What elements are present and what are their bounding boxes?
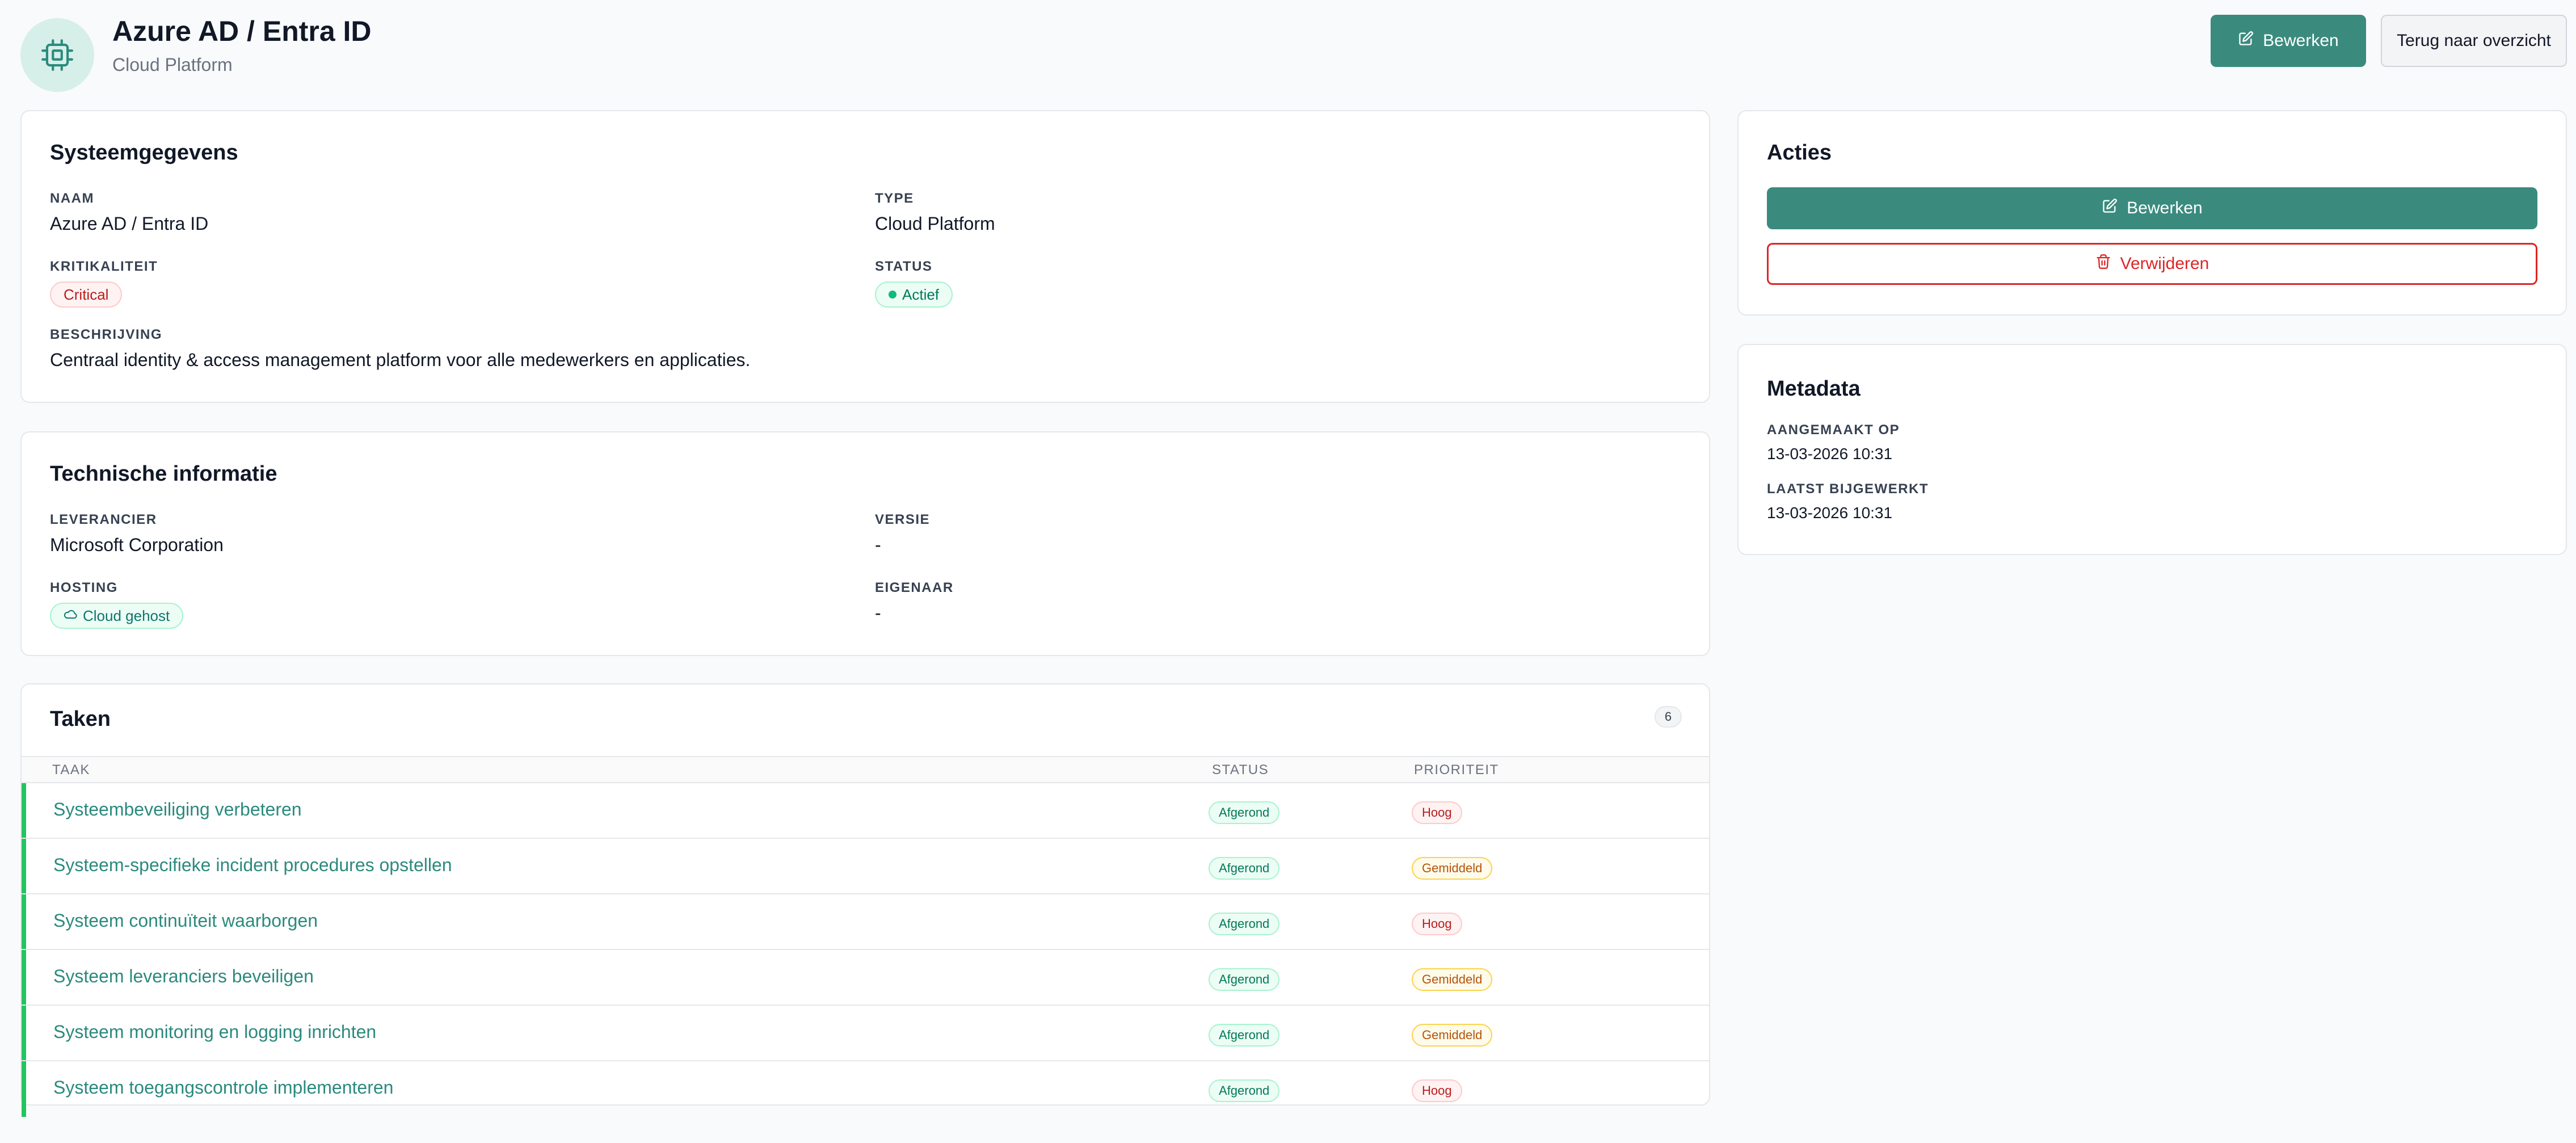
name-value: Azure AD / Entra ID <box>50 213 209 234</box>
task-status-badge: Afgerond <box>1209 801 1280 824</box>
cloud-icon <box>64 607 77 625</box>
name-label: NAAM <box>50 191 94 206</box>
trash-icon <box>2095 254 2111 274</box>
status-value: Actief <box>902 285 940 303</box>
updated-at-value: 13-03-2026 10:31 <box>1767 504 1893 522</box>
table-row[interactable]: Systeembeveiliging verbeteren Afgerond H… <box>22 783 1709 839</box>
task-priority-badge: Gemiddeld <box>1412 968 1493 991</box>
status-badge: Actief <box>875 281 953 308</box>
task-link[interactable]: Systeem leveranciers beveiligen <box>53 966 314 986</box>
task-status-badge: Afgerond <box>1209 913 1280 935</box>
created-at-label: AANGEMAAKT OP <box>1767 422 1900 438</box>
type-label: TYPE <box>875 191 914 206</box>
supplier-value: Microsoft Corporation <box>50 535 224 555</box>
task-status-badge: Afgerond <box>1209 1024 1280 1047</box>
row-status-accent <box>22 1006 26 1060</box>
supplier-label: LEVERANCIER <box>50 512 157 527</box>
table-row[interactable]: Systeem monitoring en logging inrichten … <box>22 1006 1709 1061</box>
version-label: VERSIE <box>875 512 931 527</box>
task-priority-badge: Hoog <box>1412 1079 1462 1102</box>
row-status-accent <box>22 1061 26 1117</box>
tasks-title: Taken <box>50 707 111 731</box>
row-status-accent <box>22 950 26 1005</box>
back-button-label: Terug naar overzicht <box>2397 31 2551 50</box>
table-row[interactable]: Systeem toegangscontrole implementeren A… <box>22 1061 1709 1117</box>
tasks-count-badge: 6 <box>1655 706 1682 728</box>
task-priority-badge: Hoog <box>1412 913 1462 935</box>
system-details-title: Systeemgegevens <box>50 141 238 165</box>
hosting-value: Cloud gehost <box>83 607 170 624</box>
status-dot-icon <box>889 291 896 299</box>
metadata-card: Metadata AANGEMAAKT OP 13-03-2026 10:31 … <box>1737 344 2567 555</box>
delete-system-button[interactable]: Verwijderen <box>1767 243 2537 285</box>
page-header: Azure AD / Entra ID Cloud Platform <box>20 11 2568 92</box>
table-row[interactable]: Systeem-specifieke incident procedures o… <box>22 839 1709 894</box>
description-value: Centraal identity & access management pl… <box>50 350 751 370</box>
task-link[interactable]: Systeem monitoring en logging inrichten <box>53 1022 377 1042</box>
task-status-badge: Afgerond <box>1209 968 1280 991</box>
actions-title: Acties <box>1767 141 1832 165</box>
tasks-table-body: Systeembeveiliging verbeteren Afgerond H… <box>22 783 1709 1117</box>
metadata-title: Metadata <box>1767 377 1861 401</box>
table-row[interactable]: Systeem continuïteit waarborgen Afgerond… <box>22 894 1709 950</box>
owner-label: EIGENAAR <box>875 580 954 595</box>
system-details-card: Systeemgegevens NAAM Azure AD / Entra ID… <box>20 110 1710 403</box>
column-header-status: STATUS <box>1212 762 1269 778</box>
hosting-label: HOSTING <box>50 580 118 595</box>
criticality-value: Critical <box>64 285 109 303</box>
edit-button-label: Bewerken <box>2263 31 2339 50</box>
task-priority-badge: Gemiddeld <box>1412 1024 1493 1047</box>
row-status-accent <box>22 783 26 838</box>
technical-info-card: Technische informatie LEVERANCIER Micros… <box>20 431 1710 656</box>
back-to-overview-button[interactable]: Terug naar overzicht <box>2381 15 2567 67</box>
delete-system-button-label: Verwijderen <box>2120 254 2209 273</box>
column-header-priority: PRIORITEIT <box>1414 762 1499 778</box>
technical-info-title: Technische informatie <box>50 462 277 486</box>
table-row[interactable]: Systeem leveranciers beveiligen Afgerond… <box>22 950 1709 1006</box>
page-title: Azure AD / Entra ID <box>112 15 372 47</box>
owner-value: - <box>875 603 881 623</box>
task-priority-badge: Gemiddeld <box>1412 857 1493 880</box>
page-subtitle: Cloud Platform <box>112 54 233 75</box>
task-link[interactable]: Systeem-specifieke incident procedures o… <box>53 855 452 875</box>
criticality-label: KRITIKALITEIT <box>50 259 158 274</box>
task-status-badge: Afgerond <box>1209 857 1280 880</box>
hosting-badge: Cloud gehost <box>50 603 184 629</box>
edit-system-button-label: Bewerken <box>2127 199 2203 217</box>
status-label: STATUS <box>875 259 933 274</box>
edit-button[interactable]: Bewerken <box>2211 15 2366 67</box>
task-status-badge: Afgerond <box>1209 1079 1280 1102</box>
column-header-task: TAAK <box>52 762 90 778</box>
tasks-card: Taken 6 TAAK STATUS PRIORITEIT Systeembe… <box>20 683 1710 1117</box>
version-value: - <box>875 535 881 555</box>
updated-at-label: LAATST BIJGEWERKT <box>1767 481 1929 497</box>
type-value: Cloud Platform <box>875 213 995 234</box>
row-status-accent <box>22 839 26 893</box>
cpu-chip-icon <box>20 18 94 92</box>
task-priority-badge: Hoog <box>1412 801 1462 824</box>
criticality-badge: Critical <box>50 281 123 308</box>
row-status-accent <box>22 894 26 949</box>
created-at-value: 13-03-2026 10:31 <box>1767 445 1893 463</box>
task-link[interactable]: Systeembeveiliging verbeteren <box>53 799 302 820</box>
edit-icon <box>2238 31 2254 51</box>
edit-icon <box>2102 198 2118 218</box>
task-link[interactable]: Systeem toegangscontrole implementeren <box>53 1077 394 1098</box>
tasks-table-header: TAAK STATUS PRIORITEIT <box>22 756 1709 783</box>
edit-system-button[interactable]: Bewerken <box>1767 187 2537 229</box>
description-label: BESCHRIJVING <box>50 327 163 342</box>
actions-card: Acties Bewerken Verwijderen <box>1737 110 2567 316</box>
task-link[interactable]: Systeem continuïteit waarborgen <box>53 910 318 931</box>
